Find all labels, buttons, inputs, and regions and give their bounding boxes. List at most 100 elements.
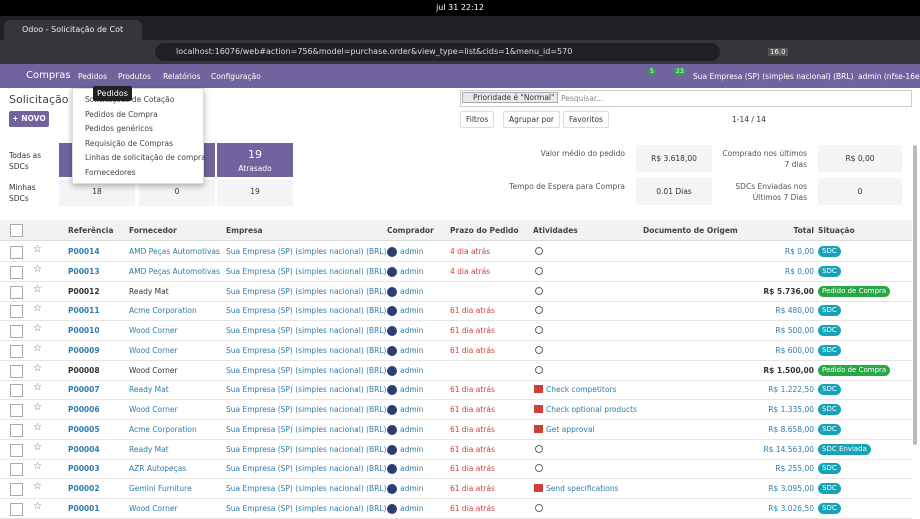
vendor: Gemini Furniture — [129, 484, 192, 493]
reference[interactable]: P00009 — [68, 345, 100, 355]
reference[interactable]: P00005 — [68, 424, 100, 434]
reference[interactable]: P00003 — [68, 464, 100, 474]
reference[interactable]: P00008 — [68, 365, 100, 375]
menu-item[interactable]: Configuração — [211, 72, 261, 81]
star: ☆ — [33, 362, 42, 374]
reference[interactable]: P00006 — [68, 405, 100, 414]
company: Sua Empresa (SP) (simples nacional) (BRL… — [226, 405, 387, 414]
dropdown-item[interactable]: Requisição de Compras — [85, 138, 174, 148]
reference[interactable]: P00011 — [68, 306, 100, 316]
buyer: admin — [400, 365, 424, 375]
filters-button[interactable]: Filtros — [460, 111, 495, 128]
dropdown-item[interactable]: Pedidos de Compra — [85, 109, 158, 119]
reference[interactable]: P00012 — [68, 286, 100, 296]
avatar — [387, 444, 397, 455]
company: Sua Empresa (SP) (simples nacional) (BRL… — [226, 365, 387, 375]
menu-item[interactable]: Pedidos — [78, 72, 107, 81]
dropdown-item[interactable]: Pedidos genéricos — [85, 124, 153, 134]
column-header[interactable]: Situação — [818, 226, 855, 235]
reference[interactable]: P00004 — [68, 444, 100, 454]
new-button[interactable]: + NOVO — [9, 111, 49, 127]
stat-value: 0 — [857, 187, 863, 196]
column-header[interactable]: Comprador — [387, 226, 434, 235]
deadline: 61 dia atrás — [450, 484, 495, 493]
activity-clock[interactable] — [535, 503, 543, 512]
row-line — [0, 438, 912, 440]
row-checkbox[interactable] — [10, 246, 23, 259]
buyer: admin — [400, 326, 424, 335]
search-box[interactable] — [460, 90, 912, 107]
row-checkbox[interactable] — [10, 265, 23, 279]
row-checkbox[interactable] — [10, 502, 23, 516]
column-header[interactable]: Documento de Origem — [643, 226, 738, 235]
group-by-button[interactable]: Agrupar por — [503, 111, 560, 128]
menu-item[interactable]: Relatórios — [163, 72, 201, 81]
reference[interactable]: P00013 — [68, 266, 100, 276]
buyer: admin — [400, 266, 424, 276]
column-header[interactable]: Empresa — [226, 226, 263, 235]
column-header[interactable]: Total — [793, 226, 815, 235]
avatar — [387, 385, 397, 396]
activity[interactable]: Send specifications — [546, 484, 619, 493]
status-badge: SDC — [818, 463, 841, 475]
company[interactable]: Sua Empresa (SP) (simples nacional) (BRL… — [693, 72, 854, 81]
row-checkbox[interactable] — [10, 443, 23, 457]
row-line — [0, 261, 912, 262]
star: ☆ — [33, 382, 42, 394]
column-header[interactable]: Fornecedor — [129, 226, 177, 235]
company: Sua Empresa (SP) (simples nacional) (BRL… — [226, 424, 387, 434]
activity-clock[interactable] — [535, 247, 543, 255]
row-checkbox[interactable] — [10, 463, 23, 477]
company: Sua Empresa (SP) (simples nacional) (BRL… — [226, 247, 387, 256]
status-badge: Pedido de Compra — [818, 285, 891, 297]
row-line — [0, 359, 912, 361]
activity[interactable]: Check optional products — [546, 405, 637, 414]
reference[interactable]: P00014 — [68, 247, 100, 256]
activity-clock[interactable] — [535, 306, 543, 315]
reference[interactable]: P00007 — [68, 385, 100, 395]
deadline: 4 dia atrás — [450, 266, 491, 276]
activity-clock[interactable] — [535, 464, 543, 473]
row-checkbox[interactable] — [10, 344, 23, 358]
star: ☆ — [33, 481, 42, 492]
search-facet[interactable]: Prioridade é "Normal" — [462, 92, 559, 103]
row-checkbox[interactable] — [10, 404, 23, 417]
dropdown-item[interactable]: Fornecedores — [85, 168, 136, 177]
navbar — [0, 64, 920, 88]
app-name[interactable]: Compras — [26, 70, 71, 81]
reference[interactable]: P00001 — [68, 503, 100, 513]
activity-clock[interactable] — [535, 286, 543, 295]
deadline: 61 dia atrás — [450, 503, 495, 513]
activity[interactable]: Check competitors — [546, 385, 617, 395]
row-checkbox[interactable] — [10, 285, 23, 299]
row-checkbox[interactable] — [10, 423, 23, 437]
avatar — [387, 464, 397, 475]
activity-clock[interactable] — [535, 345, 543, 354]
row-checkbox[interactable] — [10, 384, 23, 398]
activity-icon — [534, 424, 543, 433]
total: R$ 3.026,50 — [768, 503, 814, 513]
column-header[interactable]: Atividades — [533, 226, 578, 235]
user[interactable]: admin (nfse-16e) — [858, 72, 920, 81]
activity-clock[interactable] — [535, 365, 543, 374]
url-field[interactable] — [155, 43, 720, 61]
row-checkbox[interactable] — [10, 364, 23, 378]
row-checkbox[interactable] — [10, 325, 23, 338]
column-header[interactable]: Prazo do Pedido — [450, 226, 519, 235]
row-checkbox[interactable] — [10, 305, 23, 319]
status-badge: SDC — [818, 483, 841, 494]
activity-clock[interactable] — [535, 326, 543, 334]
column-header[interactable]: Referência — [68, 226, 114, 235]
row-checkbox[interactable] — [10, 483, 23, 496]
new-label: NOVO — [21, 114, 46, 123]
activity-clock[interactable] — [535, 444, 543, 453]
dropdown-item[interactable]: Linhas de solicitação de compra — [85, 153, 206, 163]
favorites-button[interactable]: Favoritos — [563, 111, 609, 128]
reference[interactable]: P00002 — [68, 484, 100, 493]
activity[interactable]: Get approval — [546, 424, 595, 434]
menu-item[interactable]: Produtos — [118, 72, 151, 81]
reference[interactable]: P00010 — [68, 326, 100, 335]
activity-clock[interactable] — [535, 266, 543, 275]
browser-tab[interactable] — [4, 20, 142, 40]
